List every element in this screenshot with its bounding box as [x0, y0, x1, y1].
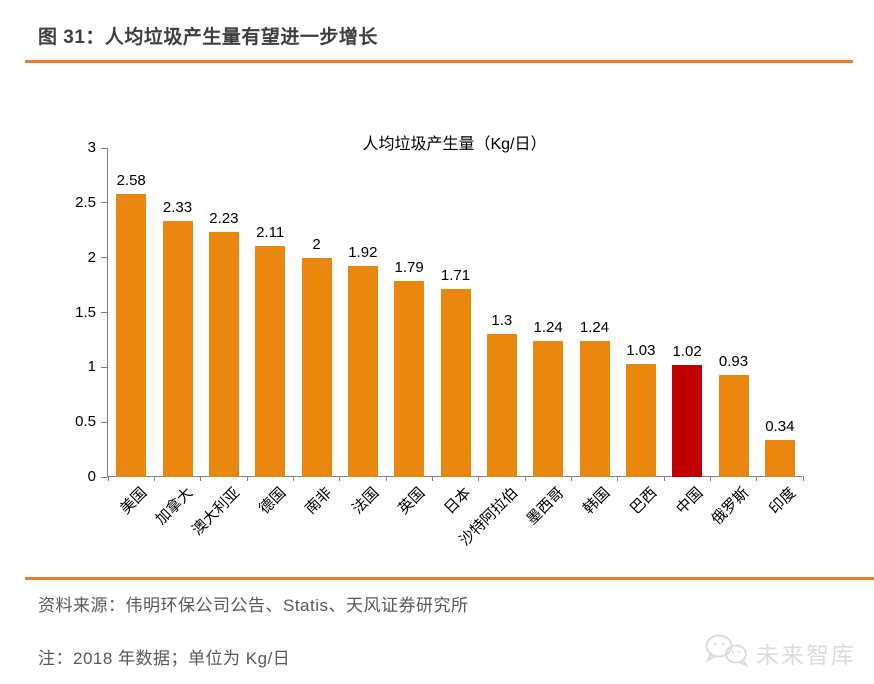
x-axis-tick	[385, 476, 387, 481]
x-axis-label: 墨西哥	[523, 484, 568, 529]
bar-value-label: 0.34	[765, 417, 795, 435]
bar-value-label: 2.11	[256, 223, 285, 241]
bar-法国	[347, 266, 378, 477]
y-axis-tick	[101, 421, 107, 423]
bar-南非	[301, 257, 332, 477]
bar-value-label: 1.03	[626, 342, 656, 360]
bar-value-label: 0.93	[718, 353, 749, 370]
bar-value-label: 1.92	[348, 244, 378, 262]
figure-title: 图 31：人均垃圾产生量有望进一步增长	[38, 27, 378, 48]
x-axis-label: 俄罗斯	[708, 484, 753, 529]
x-axis-label: 美国	[117, 484, 151, 518]
watermark-text: 未来智库	[756, 641, 856, 668]
x-axis-tick	[570, 476, 572, 481]
watermark: 未来智库	[704, 633, 856, 672]
bar-德国	[255, 245, 286, 477]
x-axis-tick	[339, 476, 341, 481]
y-axis-tick	[101, 202, 107, 204]
x-axis-tick	[802, 476, 804, 481]
bar-value-label: 1.24	[533, 319, 563, 336]
y-axis-tick	[101, 366, 107, 368]
x-axis-label: 加拿大	[152, 484, 197, 529]
x-axis-label: 法国	[348, 484, 383, 518]
title-divider	[25, 60, 853, 63]
x-axis-tick	[663, 476, 665, 481]
bar-value-label: 2.58	[116, 172, 146, 190]
x-axis-tick	[200, 476, 202, 481]
x-axis-label: 印度	[765, 484, 800, 518]
y-axis-label: 0.5	[75, 413, 96, 431]
bar-韩国	[579, 341, 610, 477]
y-axis-tick	[101, 476, 107, 478]
x-axis-tick	[756, 476, 758, 481]
y-axis-tick	[101, 312, 107, 313]
x-axis-tick	[153, 476, 155, 481]
bar-日本	[440, 289, 471, 477]
x-axis-label: 中国	[673, 484, 707, 518]
bar-英国	[394, 280, 425, 477]
x-axis-tick	[107, 476, 109, 481]
bar-value-label: 1.02	[672, 343, 702, 361]
note-text: 注：2018 年数据；单位为 Kg/日	[38, 649, 291, 668]
bar-巴西	[625, 364, 656, 477]
bar-俄罗斯	[718, 375, 749, 477]
y-axis-label: 1.5	[75, 303, 96, 321]
bar-美国	[116, 194, 147, 477]
footer-divider	[25, 577, 874, 580]
x-axis-tick	[246, 476, 248, 481]
x-axis-label: 巴西	[626, 484, 661, 518]
y-axis-label: 2	[87, 248, 96, 266]
y-axis-label: 2.5	[75, 193, 96, 211]
bar-加拿大	[162, 221, 193, 477]
x-axis-tick	[617, 476, 619, 481]
x-axis-label: 南非	[302, 484, 336, 518]
y-axis-label: 0	[87, 468, 96, 485]
bar-value-label: 2	[312, 235, 321, 253]
x-axis-label: 韩国	[580, 484, 614, 518]
x-axis-tick	[431, 476, 433, 481]
x-axis-label: 德国	[256, 484, 290, 518]
bar-value-label: 1.24	[579, 319, 610, 336]
bar-中国	[672, 365, 703, 477]
x-axis-label: 日本	[441, 484, 475, 518]
y-axis-label: 3	[87, 139, 96, 156]
bar-沙特阿拉伯	[486, 334, 517, 477]
x-axis-tick	[478, 476, 480, 481]
bar-value-label: 1.79	[394, 258, 424, 276]
y-axis-tick	[101, 147, 107, 149]
plot-area: 0 0.5 1 1.5 2 2.5 3 2.58 美国 2.33 加拿大 2.23 澳大利亚 2.11 德国…	[75, 139, 804, 549]
x-axis-label: 澳大利亚	[188, 484, 244, 539]
source-text: 资料来源：伟明环保公司公告、Statis、天风证券研究所	[38, 596, 469, 615]
bar-澳大利亚	[208, 232, 239, 477]
x-axis-label: 英国	[395, 484, 429, 518]
bar-印度	[764, 439, 795, 477]
x-axis-tick	[524, 476, 526, 481]
x-axis-tick	[709, 476, 711, 481]
bar-value-label: 1.3	[491, 312, 513, 330]
bar-value-label: 2.23	[209, 210, 239, 228]
chart-title: 人均垃圾产生量（Kg/日）	[362, 136, 547, 153]
bar-value-label: 2.33	[162, 199, 193, 217]
bar-value-label: 1.71	[440, 267, 471, 285]
x-axis-tick	[292, 476, 294, 481]
y-axis-tick	[101, 257, 107, 259]
wechat-bubbles-icon	[704, 633, 750, 672]
bar-墨西哥	[533, 341, 564, 477]
y-axis-label: 1	[87, 358, 96, 376]
